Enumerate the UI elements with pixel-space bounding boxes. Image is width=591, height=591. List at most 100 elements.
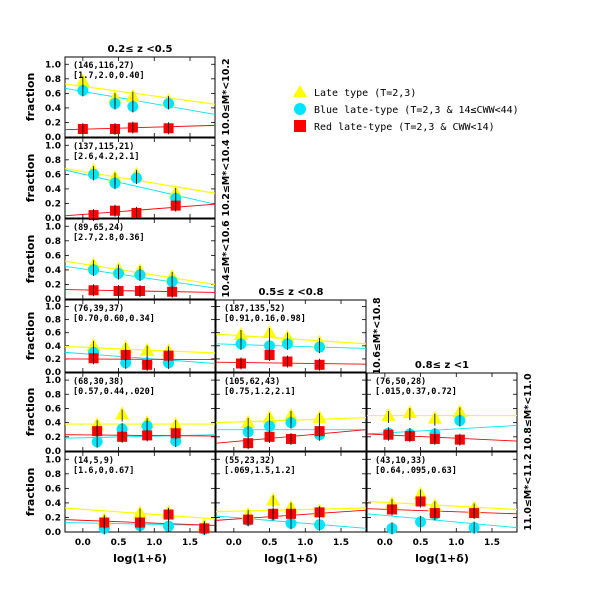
panel-fit-stats: [0.57,0.44,.020] (73, 387, 155, 397)
panel-frame (64, 451, 216, 533)
x-axis-label: log(1+δ) (415, 552, 469, 565)
x-tick-label: 0.0 (75, 538, 91, 548)
y-tick-label: 0.4 (45, 342, 61, 352)
fit-blue-line (367, 513, 517, 529)
column-title: 0.8≤ z <1 (415, 360, 469, 371)
legend: Late type (T=2,3) Blue late-type (T=2,3 &… (293, 85, 519, 133)
x-tick-label: 1.5 (484, 538, 500, 548)
legend-triangle-marker (293, 85, 307, 97)
panel-counts: (55,23,32) (224, 456, 275, 466)
legend-label: Blue late-type (T=2,3 & 14≤CWW<44) (314, 105, 519, 116)
y-tick-label: 1.0 (45, 141, 61, 151)
panel-frame (64, 372, 216, 452)
panel-fit-stats: [0.75,1.2,2.1] (224, 387, 296, 397)
y-tick-label: 0.6 (45, 251, 61, 261)
panel-r5-c0: 0.0 0.2 0.4 0.6 0.8 1.0 fraction (14,5,9)[1.6,0… (24, 451, 216, 538)
x-tick-label: 0.5 (111, 538, 127, 548)
panel-frame (215, 299, 367, 373)
fit-red-line (65, 434, 215, 437)
y-axis-label: fraction (24, 388, 37, 437)
y-tick-label: 0.2 (45, 433, 61, 443)
panel-grid: 0.00.20.40.60.81.0fraction(146,116,27)[1… (24, 56, 518, 538)
panel-fit-stats: [0.70,0.60,0.34] (73, 314, 155, 324)
y-tick-label: 0.0 (45, 368, 61, 378)
x-tick-label: 1.0 (448, 538, 464, 548)
legend-label: Late type (T=2,3) (314, 88, 416, 99)
panel-r3-c0: 0.0 0.2 0.4 0.6 0.8 1.0 fraction (76,39,37)[0.7… (24, 299, 216, 378)
panel-fit-stats: [2.6,4.2,2.1] (73, 152, 140, 162)
panel-frame (64, 218, 216, 300)
y-tick-label: 1.0 (45, 60, 61, 70)
fit-blue-line (65, 351, 215, 364)
x-tick-label: 0.0 (377, 538, 393, 548)
panel-r4-c0: 0.0 0.2 0.4 0.6 0.8 1.0 fraction (68,30,38)[0.5… (24, 372, 216, 457)
x-axis-label: log(1+δ) (264, 552, 318, 565)
row-mass-label: 10.2≤M*<10.4 (221, 139, 232, 217)
panel-fit-stats: [1.6,0,0.67] (73, 466, 134, 476)
y-tick-label: 0.6 (45, 170, 61, 180)
y-tick-label: 0.2 (45, 355, 61, 365)
panel-counts: (43,10,33) (375, 456, 426, 466)
y-tick-label: 0.6 (45, 329, 61, 339)
panel-counts: (187,135,52) (224, 304, 285, 314)
y-tick-label: 0.8 (45, 390, 61, 400)
y-axis-label: fraction (24, 312, 37, 361)
row-mass-label: 10.0≤M*<10.2 (221, 58, 232, 135)
x-tick-label: 0.5 (262, 538, 278, 548)
y-tick-label: 0.0 (45, 214, 61, 224)
panel-r3-c1: (187,135,52)[0.91,0.16,0.98] (215, 299, 367, 373)
legend-circle-marker (294, 103, 306, 115)
panel-r5-c1: (55,23,32)[.069,1.5,1.2] (215, 451, 367, 533)
panel-counts: (89,65,24) (73, 223, 124, 233)
panel-fit-stats: [.069,1.5,1.2] (224, 466, 296, 476)
row-mass-label: 10.6≤M*<10.8 (372, 297, 383, 375)
panel-counts: (137,115,21) (73, 142, 134, 152)
y-tick-label: 0.8 (45, 75, 61, 85)
panel-counts: (14,5,9) (73, 456, 114, 466)
panel-fit-stats: [2.7,2.8,0.36] (73, 233, 145, 243)
y-tick-label: 0.4 (45, 266, 61, 276)
panel-r2-c0: 0.0 0.2 0.4 0.6 0.8 1.0 fraction (89,65,24)[2.7… (24, 218, 216, 305)
y-tick-label: 0.4 (45, 104, 61, 114)
y-tick-label: 0.0 (45, 295, 61, 305)
panel-fit-stats: [1.7,2.0,0.40] (73, 71, 145, 81)
fit-blue-line (65, 434, 215, 439)
panel-counts: (76,39,37) (73, 304, 124, 314)
fit-red-line (65, 358, 215, 361)
y-tick-label: 0.0 (45, 528, 61, 538)
panel-frame (366, 372, 518, 452)
panel-r4-c2: (76,50,28)[.015,0.37,0.72] (366, 372, 518, 452)
y-tick-label: 0.4 (45, 499, 61, 509)
panel-r5-c2: (43,10,33)[0.64,.095,0.63] (366, 451, 518, 535)
y-tick-label: 0.0 (45, 447, 61, 457)
panel-counts: (146,116,27) (73, 61, 134, 71)
y-tick-label: 0.4 (45, 419, 61, 429)
panel-counts: (76,50,28) (375, 377, 426, 387)
y-tick-label: 0.2 (45, 513, 61, 523)
y-tick-label: 0.6 (45, 89, 61, 99)
legend-label: Red late-type (T=2,3 & CWW<14) (314, 122, 495, 133)
row-mass-label: 11.0≤M*<11.2 (523, 453, 534, 530)
panel-fit-stats: [0.91,0.16,0.98] (224, 314, 306, 324)
legend-item: Late type (T=2,3) (293, 85, 416, 99)
row-mass-label: 10.4≤M*<10.6 (221, 220, 232, 298)
panel-r1-c0: 0.0 0.2 0.4 0.6 0.8 1.0 fraction (137,115,21)[2… (24, 137, 216, 224)
y-tick-label: 0.8 (45, 316, 61, 326)
y-tick-label: 0.2 (45, 280, 61, 290)
legend-item: Red late-type (T=2,3 & CWW<14) (294, 120, 495, 133)
panel-fit-stats: [0.64,.095,0.63] (375, 466, 457, 476)
legend-square-marker (294, 120, 306, 132)
y-tick-label: 0.6 (45, 404, 61, 414)
panel-fit-stats: [.015,0.37,0.72] (375, 387, 457, 397)
panel-counts: (68,30,38) (73, 377, 124, 387)
panel-frame (64, 299, 216, 373)
x-tick-label: 1.5 (182, 538, 198, 548)
column-title: 0.5≤ z <0.8 (259, 287, 324, 298)
panel-frame (215, 372, 367, 452)
panel-frame (64, 56, 216, 138)
fit-blue-line (65, 87, 215, 115)
legend-item: Blue late-type (T=2,3 & 14≤CWW<44) (294, 103, 519, 116)
x-tick-label: 1.0 (146, 538, 162, 548)
y-tick-label: 0.8 (45, 237, 61, 247)
y-tick-label: 1.0 (45, 303, 61, 313)
